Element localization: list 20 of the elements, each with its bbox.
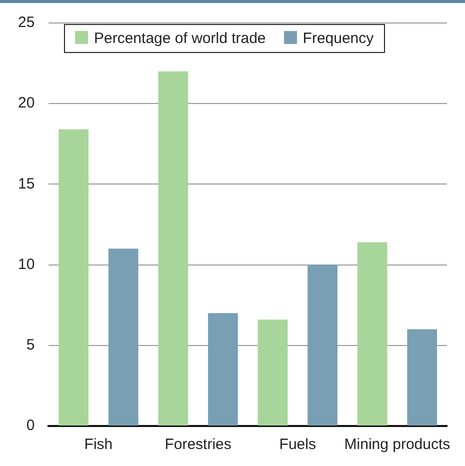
bar (158, 71, 188, 426)
x-tick-label: Fish (84, 436, 113, 454)
x-tick-label: Forestries (164, 436, 232, 454)
y-tick-label: 10 (18, 256, 35, 273)
bar (407, 329, 438, 426)
bar (308, 264, 338, 426)
y-tick-label: 0 (26, 417, 35, 434)
bar (258, 320, 288, 426)
y-tick-label: 15 (18, 175, 35, 192)
legend-label: Frequency (302, 30, 374, 47)
x-tick-label: Mining products (344, 436, 450, 454)
y-tick-label: 5 (26, 336, 35, 354)
bar (357, 242, 388, 426)
legend-label: Percentage of world trade (93, 30, 266, 47)
y-tick-label: 20 (18, 94, 35, 112)
x-tick-label: Fuels (279, 436, 316, 454)
bar (108, 248, 138, 426)
bar (58, 129, 89, 426)
bar (208, 313, 238, 426)
y-tick-label: 25 (18, 14, 35, 32)
